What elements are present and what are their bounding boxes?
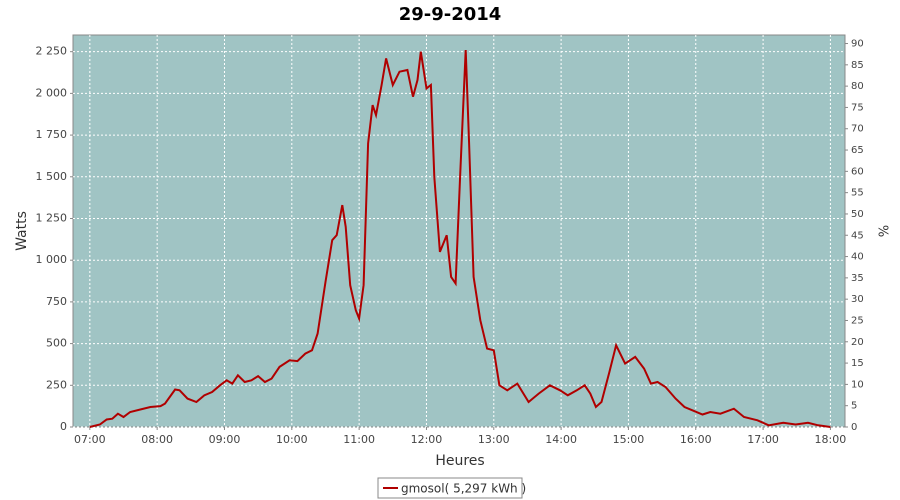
y2-tick-label: 10 — [851, 379, 864, 390]
y-tick-label: 0 — [60, 420, 67, 433]
data-line — [89, 49, 831, 428]
y-tick-label: 1 250 — [36, 211, 68, 224]
y-tick-label: 500 — [46, 337, 67, 350]
x-tick-label: 10:00 — [276, 433, 308, 446]
x-tick-label: 09:00 — [209, 433, 241, 446]
y2-tick-label: 70 — [851, 124, 864, 135]
chart-title: 29-9-2014 — [399, 4, 502, 25]
x-tick-label: 15:00 — [613, 433, 645, 446]
x-tick-label: 13:00 — [478, 433, 510, 446]
y2-tick-label: 40 — [851, 252, 864, 263]
y-tick-label: 1 500 — [36, 170, 68, 183]
y2-tick-label: 85 — [851, 60, 864, 71]
y-tick-label: 2 250 — [36, 45, 68, 58]
y2-tick-label: 45 — [851, 230, 864, 241]
x-tick-label: 14:00 — [545, 433, 577, 446]
y2-tick-label: 0 — [851, 422, 857, 433]
y2-tick-label: 80 — [851, 81, 864, 92]
legend-label: gmosol( 5,297 kWh ) — [401, 482, 526, 496]
y-tick-label: 250 — [46, 378, 67, 391]
y2-tick-label: 55 — [851, 188, 864, 199]
y2-tick-label: 25 — [851, 315, 864, 326]
y2-tick-label: 5 — [851, 401, 857, 412]
x-tick-label: 16:00 — [680, 433, 712, 446]
x-tick-label: 08:00 — [141, 433, 173, 446]
y2-tick-label: 35 — [851, 273, 864, 284]
x-tick-label: 07:00 — [74, 433, 106, 446]
y-tick-label: 2 000 — [36, 86, 68, 99]
y-tick-label: 1 750 — [36, 128, 68, 141]
y2-tick-label: 30 — [851, 294, 864, 305]
x-tick-label: 11:00 — [343, 433, 375, 446]
x-tick-label: 17:00 — [747, 433, 779, 446]
plot-area — [72, 34, 846, 428]
y2-tick-label: 75 — [851, 102, 864, 113]
y2-tick-label: 60 — [851, 166, 864, 177]
y2-axis-label: % — [875, 225, 890, 237]
y2-tick-label: 65 — [851, 145, 864, 156]
y-tick-label: 750 — [46, 295, 67, 308]
y2-tick-label: 15 — [851, 358, 864, 369]
x-tick-label: 12:00 — [411, 433, 443, 446]
legend — [377, 477, 523, 499]
y-axis-label: Watts — [14, 211, 30, 251]
y2-tick-label: 90 — [851, 39, 864, 50]
y2-tick-label: 20 — [851, 337, 864, 348]
y-tick-label: 1 000 — [36, 253, 68, 266]
y2-tick-label: 50 — [851, 209, 864, 220]
x-axis-label: Heures — [435, 453, 484, 469]
x-tick-label: 18:00 — [815, 433, 847, 446]
